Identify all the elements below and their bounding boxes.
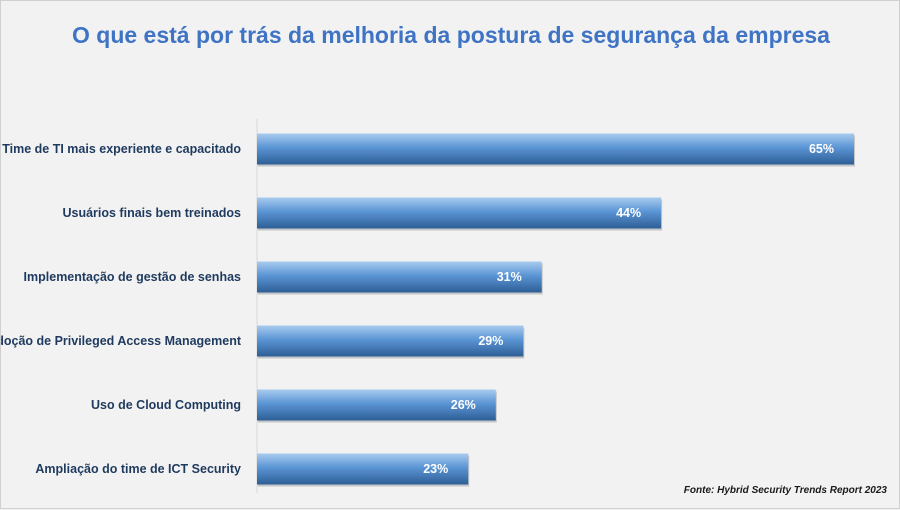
bar [257, 325, 524, 357]
data-label: 65% [809, 142, 834, 156]
data-label: 31% [497, 270, 522, 284]
category-label: Time de TI mais experiente e capacitado [2, 142, 241, 156]
source-note: Fonte: Hybrid Security Trends Report 202… [683, 485, 887, 496]
bar [257, 453, 469, 485]
bar [257, 261, 542, 293]
category-label: Usuários finais bem treinados [62, 206, 241, 220]
data-label: 23% [423, 462, 448, 476]
category-label: Adoção de Privileged Access Management [1, 334, 242, 348]
category-label: Uso de Cloud Computing [91, 398, 241, 412]
category-label: Ampliação do time de ICT Security [35, 462, 241, 476]
bar [257, 389, 496, 421]
data-label: 26% [451, 398, 476, 412]
category-label: Implementação de gestão de senhas [24, 270, 241, 284]
chart-title: O que está por trás da melhoria da postu… [72, 22, 830, 48]
bar [257, 133, 854, 165]
data-label: 44% [616, 206, 641, 220]
data-label: 29% [478, 334, 503, 348]
bar [257, 197, 662, 229]
